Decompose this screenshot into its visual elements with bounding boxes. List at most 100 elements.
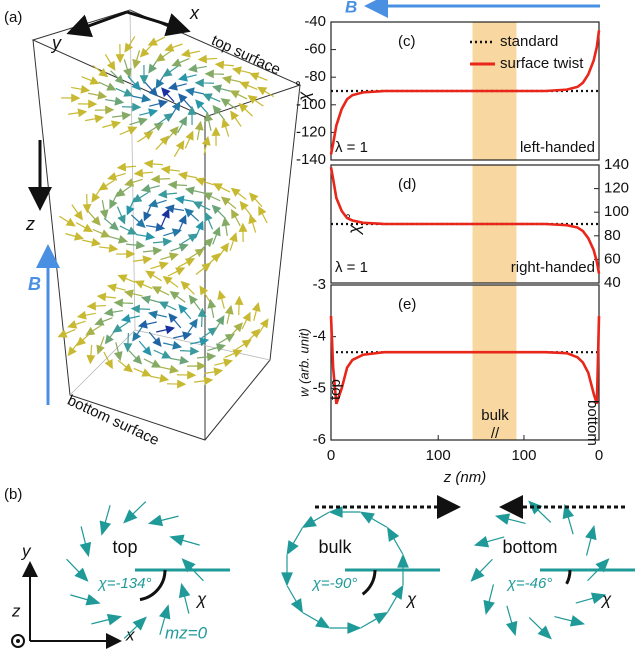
spin-arrow (190, 296, 201, 310)
spin-arrow (186, 187, 204, 194)
spin-arrow (163, 342, 181, 349)
spin-arrow (189, 65, 207, 72)
spin-arrow (136, 233, 154, 240)
y-tick-label: 80 (604, 227, 621, 244)
spin-arrow (111, 71, 124, 84)
spin-arrow (71, 86, 89, 93)
spin-arrow (171, 292, 186, 302)
spin-arrow (146, 271, 161, 280)
legend-label: surface twist (500, 55, 584, 72)
spin-arrow (164, 277, 179, 288)
spin-arrow (87, 345, 94, 363)
spin-arrow (213, 228, 220, 245)
spin-arrow (166, 127, 178, 141)
spin-arrow (529, 502, 551, 523)
spin-arrow (142, 296, 159, 303)
spin-arrow (218, 291, 225, 308)
spin-arrow (199, 56, 217, 63)
spin-arrow (124, 59, 131, 76)
spin-arrow (186, 88, 204, 95)
spin-arrow (303, 512, 329, 527)
spin-arrow (150, 262, 167, 269)
spin-arrow (214, 184, 230, 192)
spin-arrow (197, 353, 215, 360)
spin-arrow (113, 322, 128, 332)
y-tick-label: 60 (604, 250, 621, 267)
spin-arrow (102, 121, 119, 128)
spin-arrow (145, 160, 163, 167)
x-axis-arrow (127, 12, 185, 30)
spin-arrow (135, 170, 153, 177)
panel-b: (b) y z x mz=0 topχ=-134°χbulkχ=-90°χbot… (4, 486, 635, 647)
spin-arrow (138, 132, 153, 142)
y-tick-label: -120 (296, 123, 326, 140)
spin-arrow (187, 362, 205, 369)
spin-arrow (207, 344, 224, 351)
spin-arrow (133, 256, 151, 263)
spin-arrow (206, 70, 224, 77)
spin-arrow (82, 77, 99, 84)
spin-arrow (150, 375, 168, 382)
spin-arrow (169, 181, 187, 188)
spin-arrow (253, 303, 260, 320)
x-tick-label: 100 (426, 447, 451, 464)
spin-arrow (194, 377, 212, 384)
y-tick-label: 140 (604, 156, 629, 173)
x-tick-label: 0 (595, 447, 603, 464)
spin-arrow (287, 586, 302, 612)
spin-arrow (59, 329, 75, 337)
spin-arrow (222, 218, 229, 236)
angle-arc (363, 570, 375, 594)
y-tick-label: 100 (604, 203, 629, 220)
chi-symbol: χ (600, 589, 612, 608)
spin-arrow (78, 101, 96, 108)
spin-arrow (144, 359, 160, 367)
spin-arrow (99, 82, 115, 90)
spin-arrow (133, 50, 140, 67)
spin-arrow (529, 618, 551, 639)
spin-arrow (76, 223, 92, 232)
y-tick-label: -3 (313, 276, 326, 293)
spin-arrow (170, 357, 188, 364)
spin-arrow (178, 216, 186, 232)
spin-arrow (230, 233, 237, 250)
spin-arrow (388, 586, 403, 612)
spin-arrow (361, 512, 387, 527)
spin-arrow (196, 79, 214, 86)
spin-arrow (231, 91, 247, 99)
mz-label: mz=0 (165, 623, 208, 642)
spin-arrow (118, 164, 136, 171)
axis-label: x (189, 3, 200, 23)
spin-arrow (109, 236, 126, 243)
spin-arrow (149, 311, 167, 318)
spin-arrow (154, 350, 170, 358)
spin-arrow (86, 325, 101, 335)
spin-arrow (70, 595, 99, 605)
spin-arrow (97, 337, 104, 354)
panel-label: (b) (4, 486, 22, 503)
axis-label: z (11, 601, 21, 620)
spin-arrow (93, 229, 109, 237)
spin-arrow (361, 613, 387, 628)
spin-arrow (91, 615, 120, 625)
figure: (a) x y z B top surface bottom surface (… (0, 0, 638, 658)
plot-frame (331, 285, 599, 440)
spin-arrow (116, 88, 132, 96)
annotation: right-handed (511, 259, 595, 276)
spin-arrow (472, 559, 493, 581)
spin-arrow (161, 210, 169, 226)
spin-arrow (78, 312, 96, 319)
spin-arrow (142, 185, 159, 192)
spin-arrow (171, 244, 188, 251)
spin-arrow (213, 206, 226, 219)
spin-arrow (185, 209, 198, 221)
spin-arrow (162, 88, 174, 101)
spin-arrow (247, 330, 260, 343)
spin-arrow (160, 366, 178, 373)
spin-arrow (132, 95, 150, 102)
spin-arrow (178, 117, 187, 133)
spin-arrow (205, 213, 212, 230)
spin-arrow (156, 326, 174, 333)
spin-arrow (169, 83, 186, 90)
spin-arrow (251, 73, 268, 80)
